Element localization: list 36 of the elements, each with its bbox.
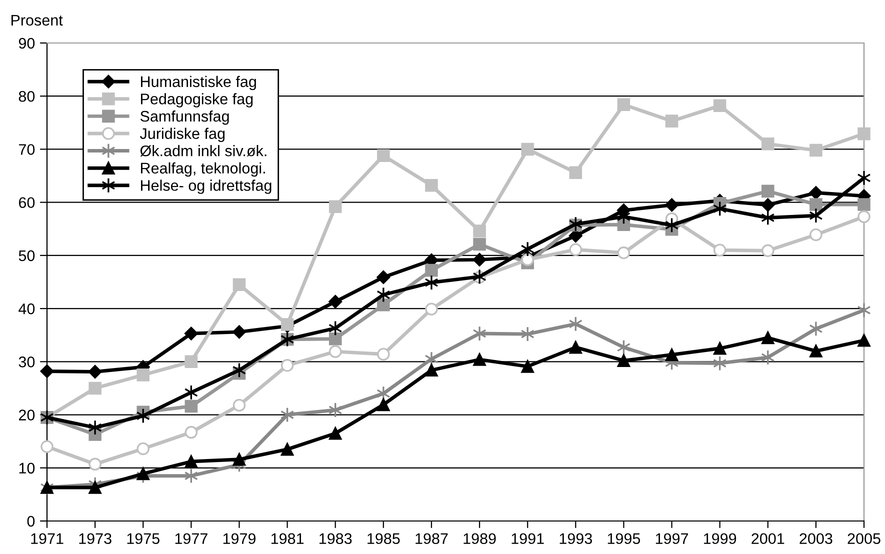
legend-label: Juridiske fag xyxy=(140,128,225,142)
x-tick-label: 1983 xyxy=(320,533,352,544)
legend-label: Humanistiske fag xyxy=(141,76,256,90)
y-tick-label: 0 xyxy=(27,516,35,527)
legend-label: Øk.adm inkl siv.øk. xyxy=(140,145,266,157)
legend-label: Pedagogiske fag xyxy=(141,93,253,108)
y-tick-label: 30 xyxy=(18,356,35,368)
x-tick-label: 1989 xyxy=(464,533,496,544)
x-tick-label: 1995 xyxy=(608,533,640,544)
legend-label: Realfag, teknologi. xyxy=(141,162,265,177)
x-tick-label: 1975 xyxy=(127,533,160,544)
y-axis-title: Prosent xyxy=(11,14,63,26)
x-tick-label: 1993 xyxy=(560,533,592,544)
legend-label: Samfunnsfag xyxy=(140,110,229,125)
x-tick-label: 1979 xyxy=(223,533,256,544)
legend-label: Helse- og idrettsfag xyxy=(141,180,272,194)
x-tick-label: 1977 xyxy=(175,533,208,544)
x-tick-label: 1985 xyxy=(368,533,400,544)
x-tick-label: 2005 xyxy=(848,533,880,544)
y-tick-label: 90 xyxy=(18,38,35,49)
x-tick-label: 1981 xyxy=(271,533,304,544)
x-tick-label: 2001 xyxy=(752,533,784,544)
x-tick-label: 2003 xyxy=(800,533,832,544)
y-tick-label: 40 xyxy=(18,303,35,314)
x-tick-label: 1997 xyxy=(656,533,688,544)
y-tick-label: 80 xyxy=(18,90,35,102)
x-tick-label: 1999 xyxy=(704,533,736,544)
y-tick-label: 50 xyxy=(18,250,35,262)
x-tick-label: 1971 xyxy=(31,533,64,544)
y-tick-label: 20 xyxy=(18,410,35,420)
x-tick-label: 1973 xyxy=(79,533,112,544)
x-tick-label: 1991 xyxy=(512,533,544,544)
y-tick-label: 10 xyxy=(19,462,35,474)
y-tick-label: 70 xyxy=(18,144,35,155)
x-tick-label: 1987 xyxy=(416,533,448,544)
y-tick-label: 60 xyxy=(18,197,35,208)
